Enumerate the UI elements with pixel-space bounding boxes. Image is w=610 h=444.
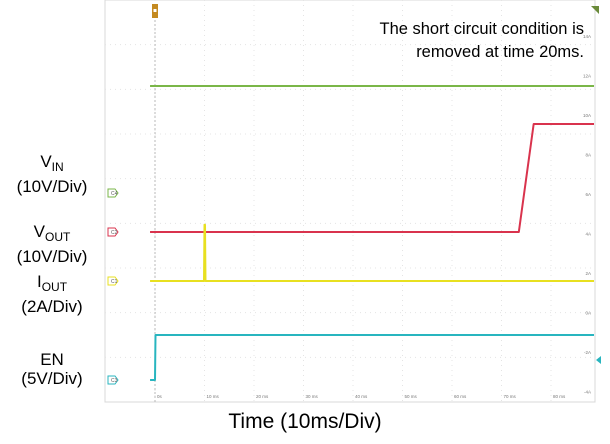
- en-label-main: EN: [40, 350, 64, 369]
- annotation-line-1: The short circuit condition is: [379, 20, 584, 38]
- vin-scale: (10V/Div): [16, 177, 88, 196]
- x-tick-label: 40 ms: [355, 394, 368, 399]
- x-axis-label: Time (10ms/Div): [228, 410, 382, 433]
- right-tick-label: 4A: [585, 232, 591, 237]
- vin-label-sub: IN: [51, 160, 64, 174]
- right-tick-label: -2A: [584, 350, 591, 355]
- vin-label-main: V: [40, 152, 52, 171]
- right-tick-label: -4A: [584, 390, 591, 395]
- x-tick-label: 20 ms: [256, 394, 269, 399]
- right-tick-label: 6A: [585, 192, 591, 197]
- x-tick-label: 10 ms: [207, 394, 220, 399]
- tick-labels: 0s 10 ms 20 ms 30 ms 40 ms 50 ms 60 ms 70 ms 80 …: [157, 34, 591, 399]
- x-tick-label: 80 ms: [553, 394, 566, 399]
- en-channel-tag: C3: [111, 378, 118, 384]
- trigger-level-marker: [591, 6, 599, 14]
- en-channel-label: EN (5V/Div): [0, 350, 104, 388]
- x-tick-label: 0s: [157, 394, 163, 399]
- right-tick-label: 12A: [583, 74, 591, 79]
- right-tick-label: 2A: [585, 271, 591, 276]
- traces: [150, 85, 594, 381]
- x-tick-label: 60 ms: [454, 394, 467, 399]
- vout-label-main: V: [33, 222, 45, 241]
- vout-trace: [150, 123, 594, 233]
- iout-channel-tag: C1: [111, 279, 118, 285]
- cursor-arrow-marker: [596, 356, 601, 364]
- iout-scale: (2A/Div): [21, 297, 83, 316]
- right-tick-label: 8A: [585, 153, 591, 158]
- x-tick-label: 70 ms: [504, 394, 517, 399]
- vout-channel-marker: C2: [107, 227, 119, 237]
- right-tick-label: 0A: [585, 311, 591, 316]
- annotation: The short circuit condition is removed a…: [379, 18, 584, 64]
- vout-label-sub: OUT: [45, 230, 71, 244]
- en-scale: (5V/Div): [21, 369, 83, 388]
- vout-scale: (10V/Div): [16, 247, 88, 266]
- right-tick-label: 14A: [583, 34, 591, 39]
- vin-channel-label: VIN (10V/Div): [0, 152, 104, 196]
- right-tick-label: 10A: [583, 113, 591, 118]
- vin-channel-tag: C4: [111, 191, 118, 197]
- iout-trace: [150, 223, 594, 282]
- iout-label-sub: OUT: [41, 280, 68, 294]
- iout-channel-label: IOUT (2A/Div): [0, 272, 104, 316]
- vout-channel-label: VOUT (10V/Div): [0, 222, 104, 266]
- trigger-marker: [152, 4, 158, 18]
- en-trace: [150, 334, 594, 381]
- vout-channel-tag: C2: [111, 230, 118, 236]
- annotation-line-2: removed at time 20ms.: [416, 43, 584, 61]
- en-channel-marker: C3: [107, 375, 119, 385]
- vin-channel-marker: C4: [107, 188, 119, 198]
- x-tick-label: 30 ms: [306, 394, 319, 399]
- iout-label-main: I: [36, 272, 42, 291]
- channel-markers: C2 C1 C3 C4: [107, 188, 119, 385]
- x-tick-label: 50 ms: [405, 394, 418, 399]
- iout-channel-marker: C1: [107, 276, 119, 286]
